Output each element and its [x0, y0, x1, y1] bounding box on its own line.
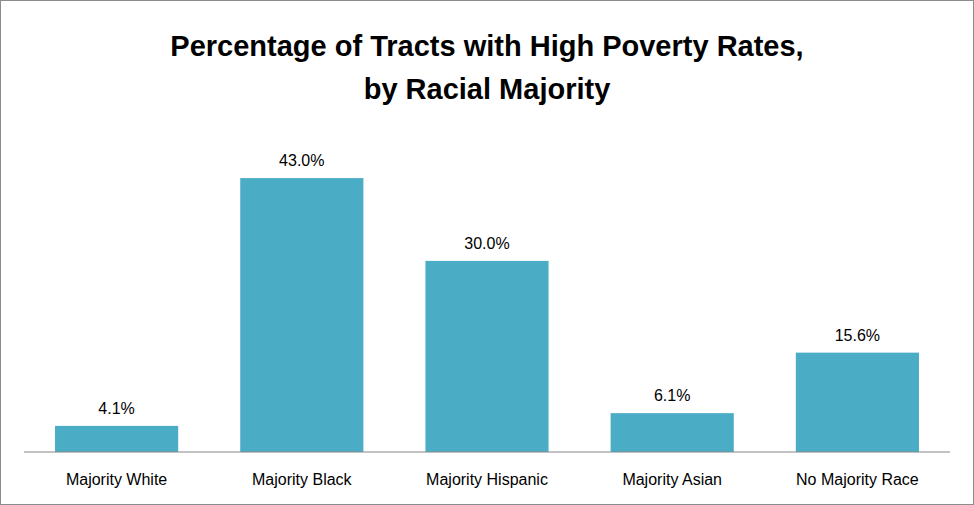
chart-title: Percentage of Tracts with High Poverty R…	[170, 30, 803, 105]
x-tick-label: Majority Black	[252, 471, 353, 488]
data-label: 30.0%	[464, 235, 509, 252]
data-label: 15.6%	[835, 327, 880, 344]
bar	[240, 178, 363, 452]
bar	[611, 413, 734, 452]
data-label: 6.1%	[654, 387, 690, 404]
x-tick-label: Majority Asian	[622, 471, 722, 488]
chart-root: Percentage of Tracts with High Poverty R…	[0, 0, 974, 505]
chart-frame	[1, 1, 974, 505]
bar	[796, 353, 919, 452]
x-axis-line	[24, 452, 950, 453]
data-label: 4.1%	[98, 400, 134, 417]
x-tick-label: Majority Hispanic	[426, 471, 548, 488]
bars	[55, 178, 919, 452]
data-label: 43.0%	[279, 152, 324, 169]
bar	[425, 261, 548, 452]
x-tick-label: No Majority Race	[796, 471, 919, 488]
x-tick-label: Majority White	[66, 471, 167, 488]
bar	[55, 426, 178, 452]
chart-svg: Percentage of Tracts with High Poverty R…	[0, 0, 974, 505]
